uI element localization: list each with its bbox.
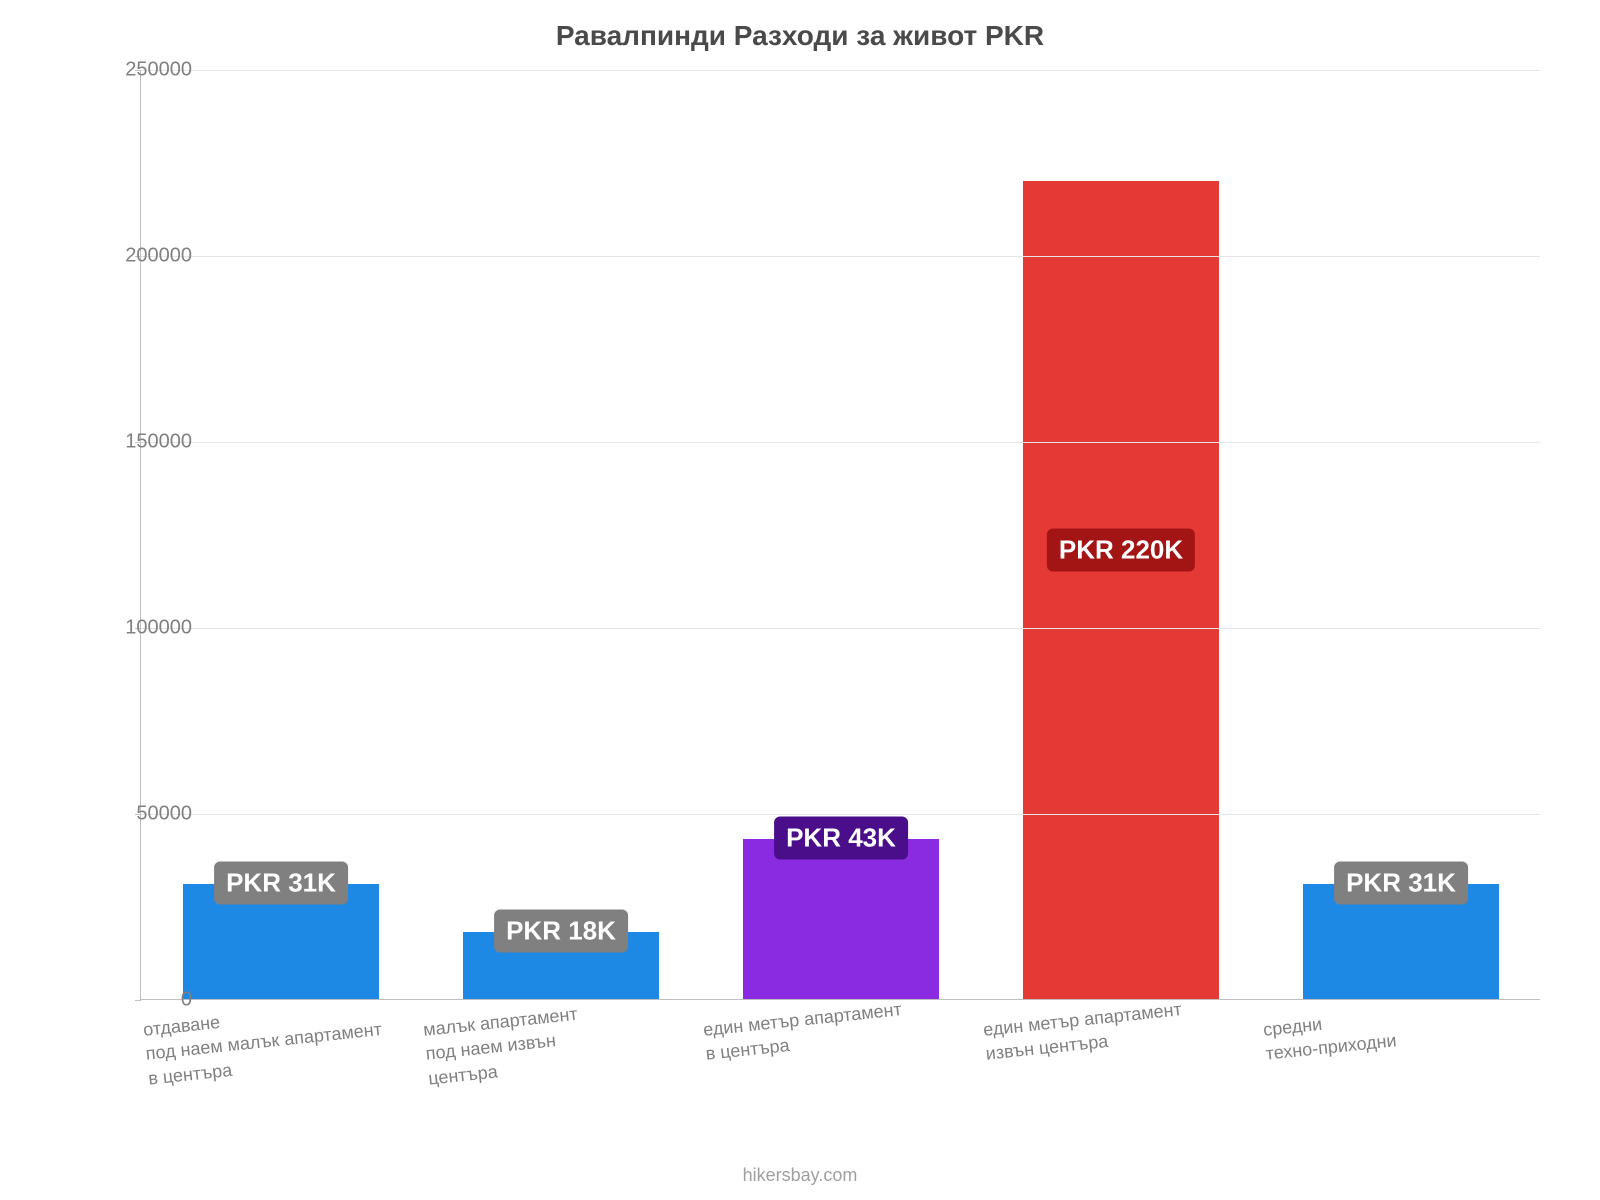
bar xyxy=(743,839,939,999)
xtick-label: малък апартамент под наем извън центъра xyxy=(422,1002,584,1091)
chart-title: Равалпинди Разходи за живот PKR xyxy=(0,20,1600,52)
bar-value-label: PKR 31K xyxy=(1334,861,1468,904)
ytick-label: 250000 xyxy=(72,59,192,82)
xtick-label: средни техно-приходни xyxy=(1262,1004,1398,1066)
bar-value-label: PKR 43K xyxy=(774,817,908,860)
cost-of-living-chart: Равалпинди Разходи за живот PKR PKR 31KP… xyxy=(0,0,1600,1200)
gridline xyxy=(141,70,1540,71)
ytick-label: 50000 xyxy=(72,803,192,826)
plot-area: PKR 31K PKR 18K PKR 43K PKR 220K PKR 31K xyxy=(140,70,1540,1000)
ytick-label: 150000 xyxy=(72,431,192,454)
ytick-label: 200000 xyxy=(72,245,192,268)
gridline xyxy=(141,256,1540,257)
bar-value-label: PKR 18K xyxy=(494,910,628,953)
bars-layer: PKR 31K PKR 18K PKR 43K PKR 220K PKR 31K xyxy=(141,70,1540,999)
bar-value-label: PKR 220K xyxy=(1047,528,1195,571)
xtick-label: един метър апартамент в центъра xyxy=(702,997,905,1066)
chart-footer: hikersbay.com xyxy=(0,1165,1600,1186)
gridline xyxy=(141,628,1540,629)
bar-value-label: PKR 31K xyxy=(214,861,348,904)
ytick-label: 0 xyxy=(72,989,192,1012)
gridline xyxy=(141,814,1540,815)
xtick-label: един метър апартамент извън центъра xyxy=(982,997,1185,1066)
gridline xyxy=(141,442,1540,443)
ytick-label: 100000 xyxy=(72,617,192,640)
bar xyxy=(1023,181,1219,999)
